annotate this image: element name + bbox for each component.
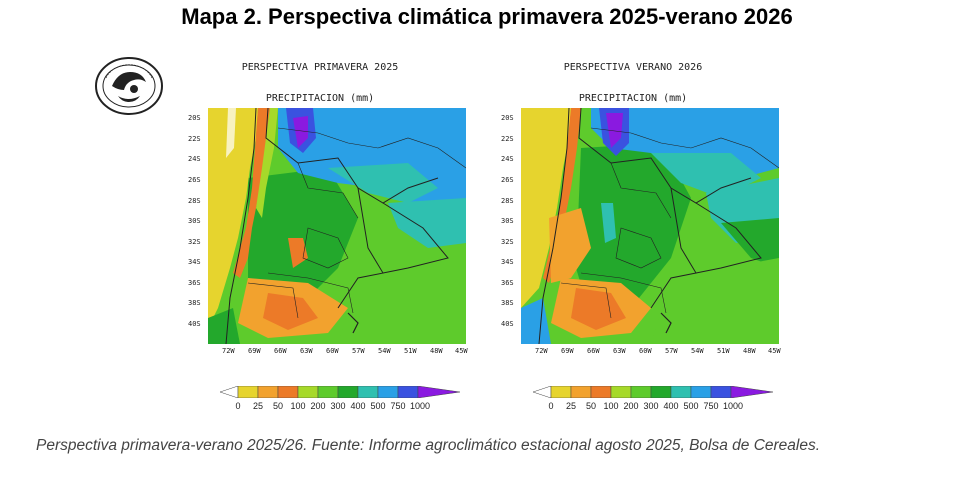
lon-label: 72W xyxy=(222,347,235,355)
lat-label: 32S xyxy=(188,238,201,246)
colorbar xyxy=(533,386,773,398)
colorbar-tick: 750 xyxy=(390,401,406,411)
lat-label: 20S xyxy=(188,114,201,122)
map-panel-verano: PERSPECTIVA VERANO 2026 PRECIPITACION (m… xyxy=(483,56,783,416)
lat-label: 26S xyxy=(188,176,201,184)
lat-label: 30S xyxy=(188,217,201,225)
lon-label: 69W xyxy=(561,347,574,355)
lon-label: 66W xyxy=(274,347,287,355)
lat-label: 28S xyxy=(188,197,201,205)
colorbar-tick: 0 xyxy=(235,401,241,411)
colorbar-tick: 500 xyxy=(370,401,386,411)
lon-label: 66W xyxy=(587,347,600,355)
bolsa-de-cereales-logo xyxy=(94,56,164,116)
colorbar-tick: 1000 xyxy=(722,401,744,411)
colorbar-tick: 300 xyxy=(643,401,659,411)
lat-label: 22S xyxy=(501,135,514,143)
colorbar-tick: 300 xyxy=(330,401,346,411)
lon-label: 69W xyxy=(248,347,261,355)
panel-subtitle: PRECIPITACION (mm) xyxy=(265,93,375,104)
colorbar-tick: 50 xyxy=(272,401,284,411)
lon-label: 63W xyxy=(300,347,313,355)
colorbar-tick: 400 xyxy=(663,401,679,411)
lat-label: 34S xyxy=(501,258,514,266)
lon-label: 51W xyxy=(717,347,730,355)
colorbar-tick: 100 xyxy=(603,401,619,411)
colorbar-tick: 500 xyxy=(683,401,699,411)
colorbar-tick: 25 xyxy=(252,401,264,411)
lon-label: 54W xyxy=(691,347,704,355)
colorbar-tick: 1000 xyxy=(409,401,431,411)
figure-caption: Perspectiva primavera-verano 2025/26. Fu… xyxy=(36,437,821,454)
colorbar-tick: 400 xyxy=(350,401,366,411)
lat-label: 28S xyxy=(501,197,514,205)
panel-subtitle: PRECIPITACION (mm) xyxy=(578,93,688,104)
colorbar-tick: 100 xyxy=(290,401,306,411)
lat-label: 30S xyxy=(501,217,514,225)
lat-label: 36S xyxy=(188,279,201,287)
lat-label: 32S xyxy=(501,238,514,246)
colorbar-tick: 200 xyxy=(310,401,326,411)
lat-label: 24S xyxy=(501,155,514,163)
lon-label: 48W xyxy=(430,347,443,355)
panel-title: PERSPECTIVA VERANO 2026 xyxy=(563,62,703,73)
lat-label: 36S xyxy=(501,279,514,287)
lon-label: 54W xyxy=(378,347,391,355)
lat-label: 40S xyxy=(188,320,201,328)
lat-label: 22S xyxy=(188,135,201,143)
map-panel-primavera: PERSPECTIVA PRIMAVERA 2025 PRECIPITACION… xyxy=(170,56,470,416)
lat-label: 40S xyxy=(501,320,514,328)
colorbar-tick: 200 xyxy=(623,401,639,411)
lat-label: 26S xyxy=(501,176,514,184)
lat-label: 20S xyxy=(501,114,514,122)
lat-label: 38S xyxy=(188,299,201,307)
lon-label: 57W xyxy=(665,347,678,355)
colorbar-tick: 25 xyxy=(565,401,577,411)
lat-label: 38S xyxy=(501,299,514,307)
lon-label: 60W xyxy=(639,347,652,355)
figure-title: Mapa 2. Perspectiva climática primavera … xyxy=(181,4,793,29)
lon-label: 45W xyxy=(455,347,468,355)
colorbar-tick: 750 xyxy=(703,401,719,411)
colorbar-tick: 50 xyxy=(585,401,597,411)
lon-label: 51W xyxy=(404,347,417,355)
colorbar-tick: 0 xyxy=(548,401,554,411)
precipitation-map xyxy=(521,108,779,344)
lat-label: 24S xyxy=(188,155,201,163)
lon-label: 60W xyxy=(326,347,339,355)
lon-label: 63W xyxy=(613,347,626,355)
lon-label: 57W xyxy=(352,347,365,355)
panel-title: PERSPECTIVA PRIMAVERA 2025 xyxy=(241,62,399,73)
lon-label: 48W xyxy=(743,347,756,355)
lon-label: 72W xyxy=(535,347,548,355)
colorbar xyxy=(220,386,460,398)
precipitation-map xyxy=(208,108,466,344)
lat-label: 34S xyxy=(188,258,201,266)
lon-label: 45W xyxy=(768,347,781,355)
